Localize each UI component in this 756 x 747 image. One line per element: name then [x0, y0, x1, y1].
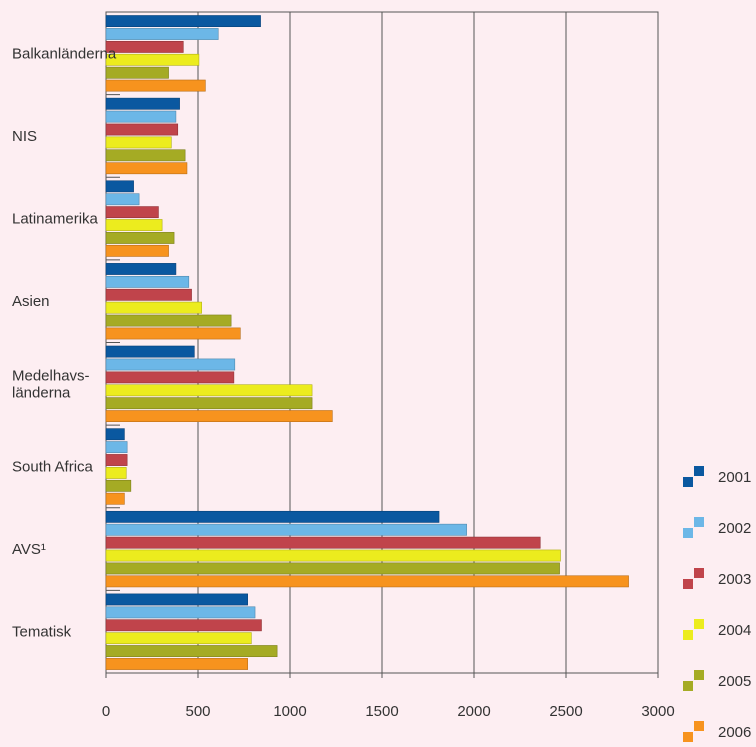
bar	[105, 288, 192, 301]
bar	[105, 632, 252, 645]
x-tick-label: 0	[102, 703, 110, 720]
bar	[105, 263, 177, 275]
category-label: Asien	[12, 293, 50, 310]
legend-swatch	[694, 670, 704, 680]
bar	[105, 79, 206, 92]
legend-swatch	[694, 619, 704, 629]
x-tick-label: 1500	[365, 703, 398, 720]
bar	[105, 384, 313, 397]
legend-swatch	[683, 630, 693, 640]
x-tick-label: 3000	[641, 703, 674, 720]
bar	[105, 180, 134, 193]
legend-label: 2001	[718, 469, 751, 486]
bar	[105, 66, 169, 79]
legend-swatch	[694, 517, 704, 527]
bar	[105, 97, 180, 110]
bar	[105, 15, 261, 27]
legend-label: 2002	[718, 520, 751, 537]
legend-label: 2004	[718, 622, 751, 639]
legend-swatch	[694, 466, 704, 476]
x-tick-label: 500	[185, 703, 210, 720]
bar	[105, 479, 132, 492]
bar	[105, 467, 127, 479]
bar	[105, 619, 262, 632]
bar	[105, 110, 177, 123]
legend-label: 2006	[718, 724, 751, 741]
bar	[105, 510, 440, 523]
category-label: Latinamerika	[12, 211, 99, 228]
legend-swatch	[694, 568, 704, 578]
bar	[105, 606, 256, 619]
bar	[105, 645, 278, 657]
bar	[105, 428, 125, 441]
bar	[105, 40, 184, 53]
legend-swatch	[683, 477, 693, 487]
bar	[105, 162, 188, 175]
bar	[105, 206, 159, 219]
category-label: Medelhavs-	[12, 367, 90, 384]
category-label: NIS	[12, 128, 37, 145]
category-label: Balkanländerna	[12, 45, 117, 62]
category-label: Tematisk	[12, 624, 72, 641]
bar	[105, 232, 175, 244]
bar	[105, 314, 232, 327]
x-tick-label: 2000	[457, 703, 490, 720]
bar	[105, 193, 140, 206]
bar	[105, 454, 128, 466]
legend-label: 2003	[718, 571, 751, 588]
legend-swatch	[683, 579, 693, 589]
bar	[105, 53, 200, 66]
bar	[105, 149, 186, 162]
bar	[105, 136, 172, 149]
bar	[105, 549, 561, 562]
bar	[105, 358, 236, 371]
bar	[105, 575, 629, 588]
category-label: South Africa	[12, 458, 94, 475]
bar	[105, 28, 219, 40]
bar	[105, 410, 333, 422]
legend-swatch	[683, 732, 693, 742]
bar	[105, 244, 169, 257]
x-tick-label: 1000	[273, 703, 306, 720]
bar	[105, 523, 467, 536]
legend-label: 2005	[718, 673, 751, 690]
bar	[105, 536, 541, 549]
x-tick-label: 2500	[549, 703, 582, 720]
bar	[105, 219, 163, 231]
legend-swatch	[694, 721, 704, 731]
bar	[105, 123, 179, 136]
bar	[105, 345, 195, 358]
bar	[105, 441, 128, 454]
bar	[105, 397, 313, 410]
bar	[105, 301, 202, 314]
bar	[105, 593, 248, 606]
bar	[105, 658, 248, 670]
bar	[105, 327, 241, 340]
bar	[105, 492, 125, 505]
legend-swatch	[683, 681, 693, 691]
category-label: AVS¹	[12, 541, 46, 558]
bar	[105, 275, 190, 288]
category-label: länderna	[12, 384, 71, 401]
legend-swatch	[683, 528, 693, 538]
bar	[105, 562, 560, 575]
bar	[105, 371, 235, 384]
